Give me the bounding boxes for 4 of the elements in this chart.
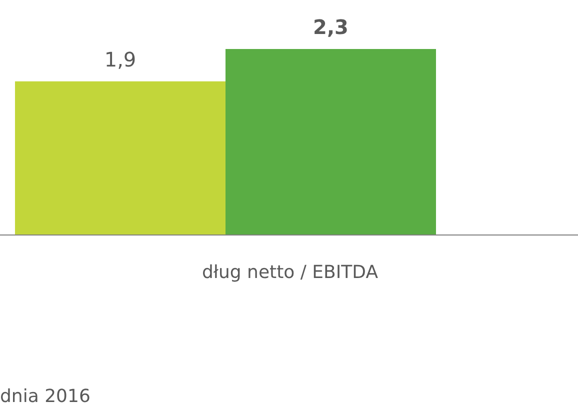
text: dnia 2016 [0,386,90,406]
data-label: 2,3 [313,15,348,39]
x-axis-title: dług netto / EBITDA [202,262,379,283]
data-label: 1,9 [104,47,136,72]
